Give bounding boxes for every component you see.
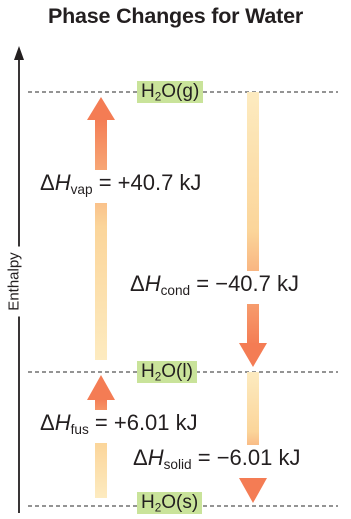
state-solid-label: H2O(s): [137, 492, 203, 514]
diagram-title: Phase Changes for Water: [47, 4, 304, 28]
state-gas-label: H2O(g): [137, 81, 204, 103]
fusion-enthalpy-label: ΔHfus = +6.01 kJ: [40, 410, 198, 443]
condensation-arrow: [239, 92, 267, 367]
solidification-enthalpy-label: ΔHsolid = −6.01 kJ: [133, 445, 301, 478]
state-liquid-label: H2O(l): [137, 361, 197, 383]
enthalpy-axis-label: Enthalpy: [5, 246, 23, 317]
vaporization-arrow: [87, 97, 115, 360]
enthalpy-axis-arrowhead: [14, 46, 24, 60]
condensation-enthalpy-label: ΔHcond = −40.7 kJ: [130, 271, 300, 304]
vaporization-enthalpy-label: ΔHvap = +40.7 kJ: [40, 170, 202, 203]
solidification-arrow: [239, 372, 267, 503]
